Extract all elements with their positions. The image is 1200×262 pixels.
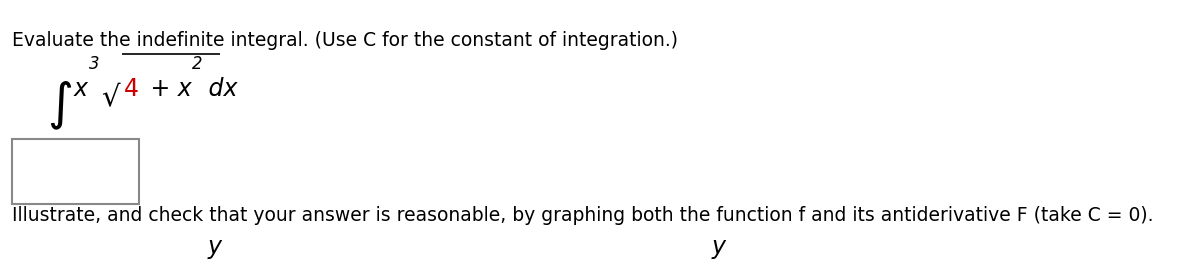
Text: √: √ [101, 84, 119, 112]
Text: y: y [208, 235, 222, 259]
Text: y: y [712, 235, 725, 259]
Text: 4: 4 [124, 77, 139, 101]
Text: Illustrate, and check that your answer is reasonable, by graphing both the funct: Illustrate, and check that your answer i… [12, 206, 1153, 225]
Text: 3: 3 [89, 56, 100, 73]
Text: + x: + x [143, 77, 192, 101]
Text: ∫: ∫ [47, 80, 73, 129]
Text: dx: dx [202, 77, 238, 101]
Text: x: x [73, 77, 88, 101]
Text: Evaluate the indefinite integral. (Use C for the constant of integration.): Evaluate the indefinite integral. (Use C… [12, 31, 678, 51]
Text: 2: 2 [192, 56, 202, 73]
FancyBboxPatch shape [12, 139, 139, 204]
